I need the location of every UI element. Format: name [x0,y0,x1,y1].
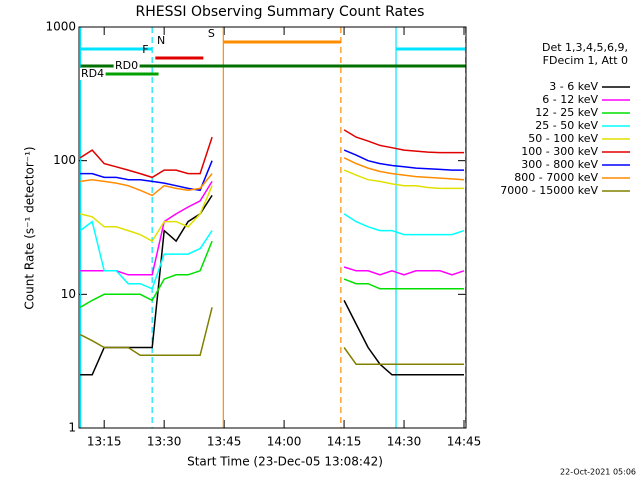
x-tick-label: 13:30 [147,435,182,449]
legend-header: FDecim 1, Att 0 [543,54,628,67]
series-line [80,157,465,197]
y-tick-label: 100 [53,153,76,167]
x-tick-label: 14:00 [267,435,302,449]
label-box [79,68,106,80]
interval-label: N [157,34,165,47]
legend-label: 50 - 100 keV [528,132,598,145]
series-line [79,129,464,179]
interval-label: F [142,43,148,56]
x-axis-label: Start Time (23-Dec-05 13:08:42) [187,455,383,469]
x-tick-label: 13:15 [87,435,122,449]
series-line [79,213,465,290]
x-tick-label: 13:45 [207,435,242,449]
interval-label: S [208,27,215,40]
interval-label: RD4 [81,67,104,80]
chart-title: RHESSI Observing Summary Count Rates [136,4,425,20]
legend-label: 25 - 50 keV [535,119,598,132]
legend-label: 300 - 800 keV [521,158,598,171]
legend-header: Det 1,3,4,5,6,9, [542,41,628,54]
series-line [80,149,464,192]
label-box [113,60,140,72]
y-tick-label: 1000 [45,20,76,34]
legend-label: 6 - 12 keV [542,93,598,106]
series-line [79,307,464,365]
legend-label: 12 - 25 keV [535,106,598,119]
interval-label: RD0 [115,59,138,72]
y-tick-label: 10 [61,287,76,301]
series-line [79,240,464,308]
legend-label: 800 - 7000 keV [514,171,598,184]
y-axis-label: Count Rate (s⁻¹ detector⁻¹) [23,146,37,309]
x-tick-label: 14:15 [327,435,362,449]
series-line [80,181,465,276]
x-tick-label: 14:30 [387,435,422,449]
legend-label: 3 - 6 keV [549,80,598,93]
series-line [80,194,464,376]
legend-label: 100 - 300 keV [521,145,598,158]
legend-label: 7000 - 15000 keV [500,184,598,197]
plot-frame [78,26,467,429]
footer: 22-Oct-2021 05:06 [560,468,636,477]
x-tick-label: 14:45 [447,435,482,449]
series-line [80,169,464,243]
y-tick-label: 1 [68,421,76,435]
